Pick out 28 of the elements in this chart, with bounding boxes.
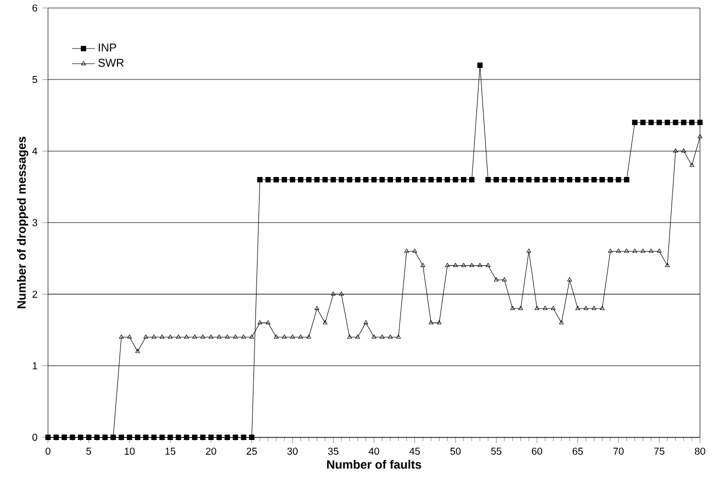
y-tick-label: 2 <box>32 290 38 298</box>
x-tick-label: 70 <box>613 448 624 455</box>
x-tick-label: 40 <box>368 448 380 455</box>
y-tick-label: 5 <box>32 76 38 84</box>
y-tick-label: 1 <box>32 362 38 370</box>
x-tick-label: 50 <box>450 448 461 455</box>
x-tick-label: 45 <box>409 448 420 455</box>
x-tick-label: 20 <box>206 448 216 455</box>
y-tick-label: 6 <box>32 4 38 12</box>
x-tick-label: 25 <box>246 448 257 455</box>
legend-label: SWR <box>98 58 124 67</box>
x-tick-label: 10 <box>124 448 135 455</box>
x-tick-label: 15 <box>165 448 176 455</box>
x-tick-label: 65 <box>572 448 583 455</box>
x-tick-label: 55 <box>491 448 502 455</box>
y-tick-label: 3 <box>32 219 38 226</box>
x-tick-label: 35 <box>328 448 338 455</box>
legend-label: INP <box>98 44 116 52</box>
y-tick-label: 0 <box>32 434 38 442</box>
x-axis-title: Number of faults <box>327 460 422 469</box>
x-tick-label: 0 <box>46 448 50 455</box>
x-tick-label: 5 <box>86 448 92 455</box>
x-tick-label: 30 <box>287 448 298 455</box>
y-axis-title: Number of dropped messages <box>16 136 28 308</box>
x-tick-label: 75 <box>654 448 664 455</box>
x-tick-label: 80 <box>694 448 706 455</box>
y-tick-label: 4 <box>32 148 38 155</box>
x-tick-label: 60 <box>532 448 542 455</box>
